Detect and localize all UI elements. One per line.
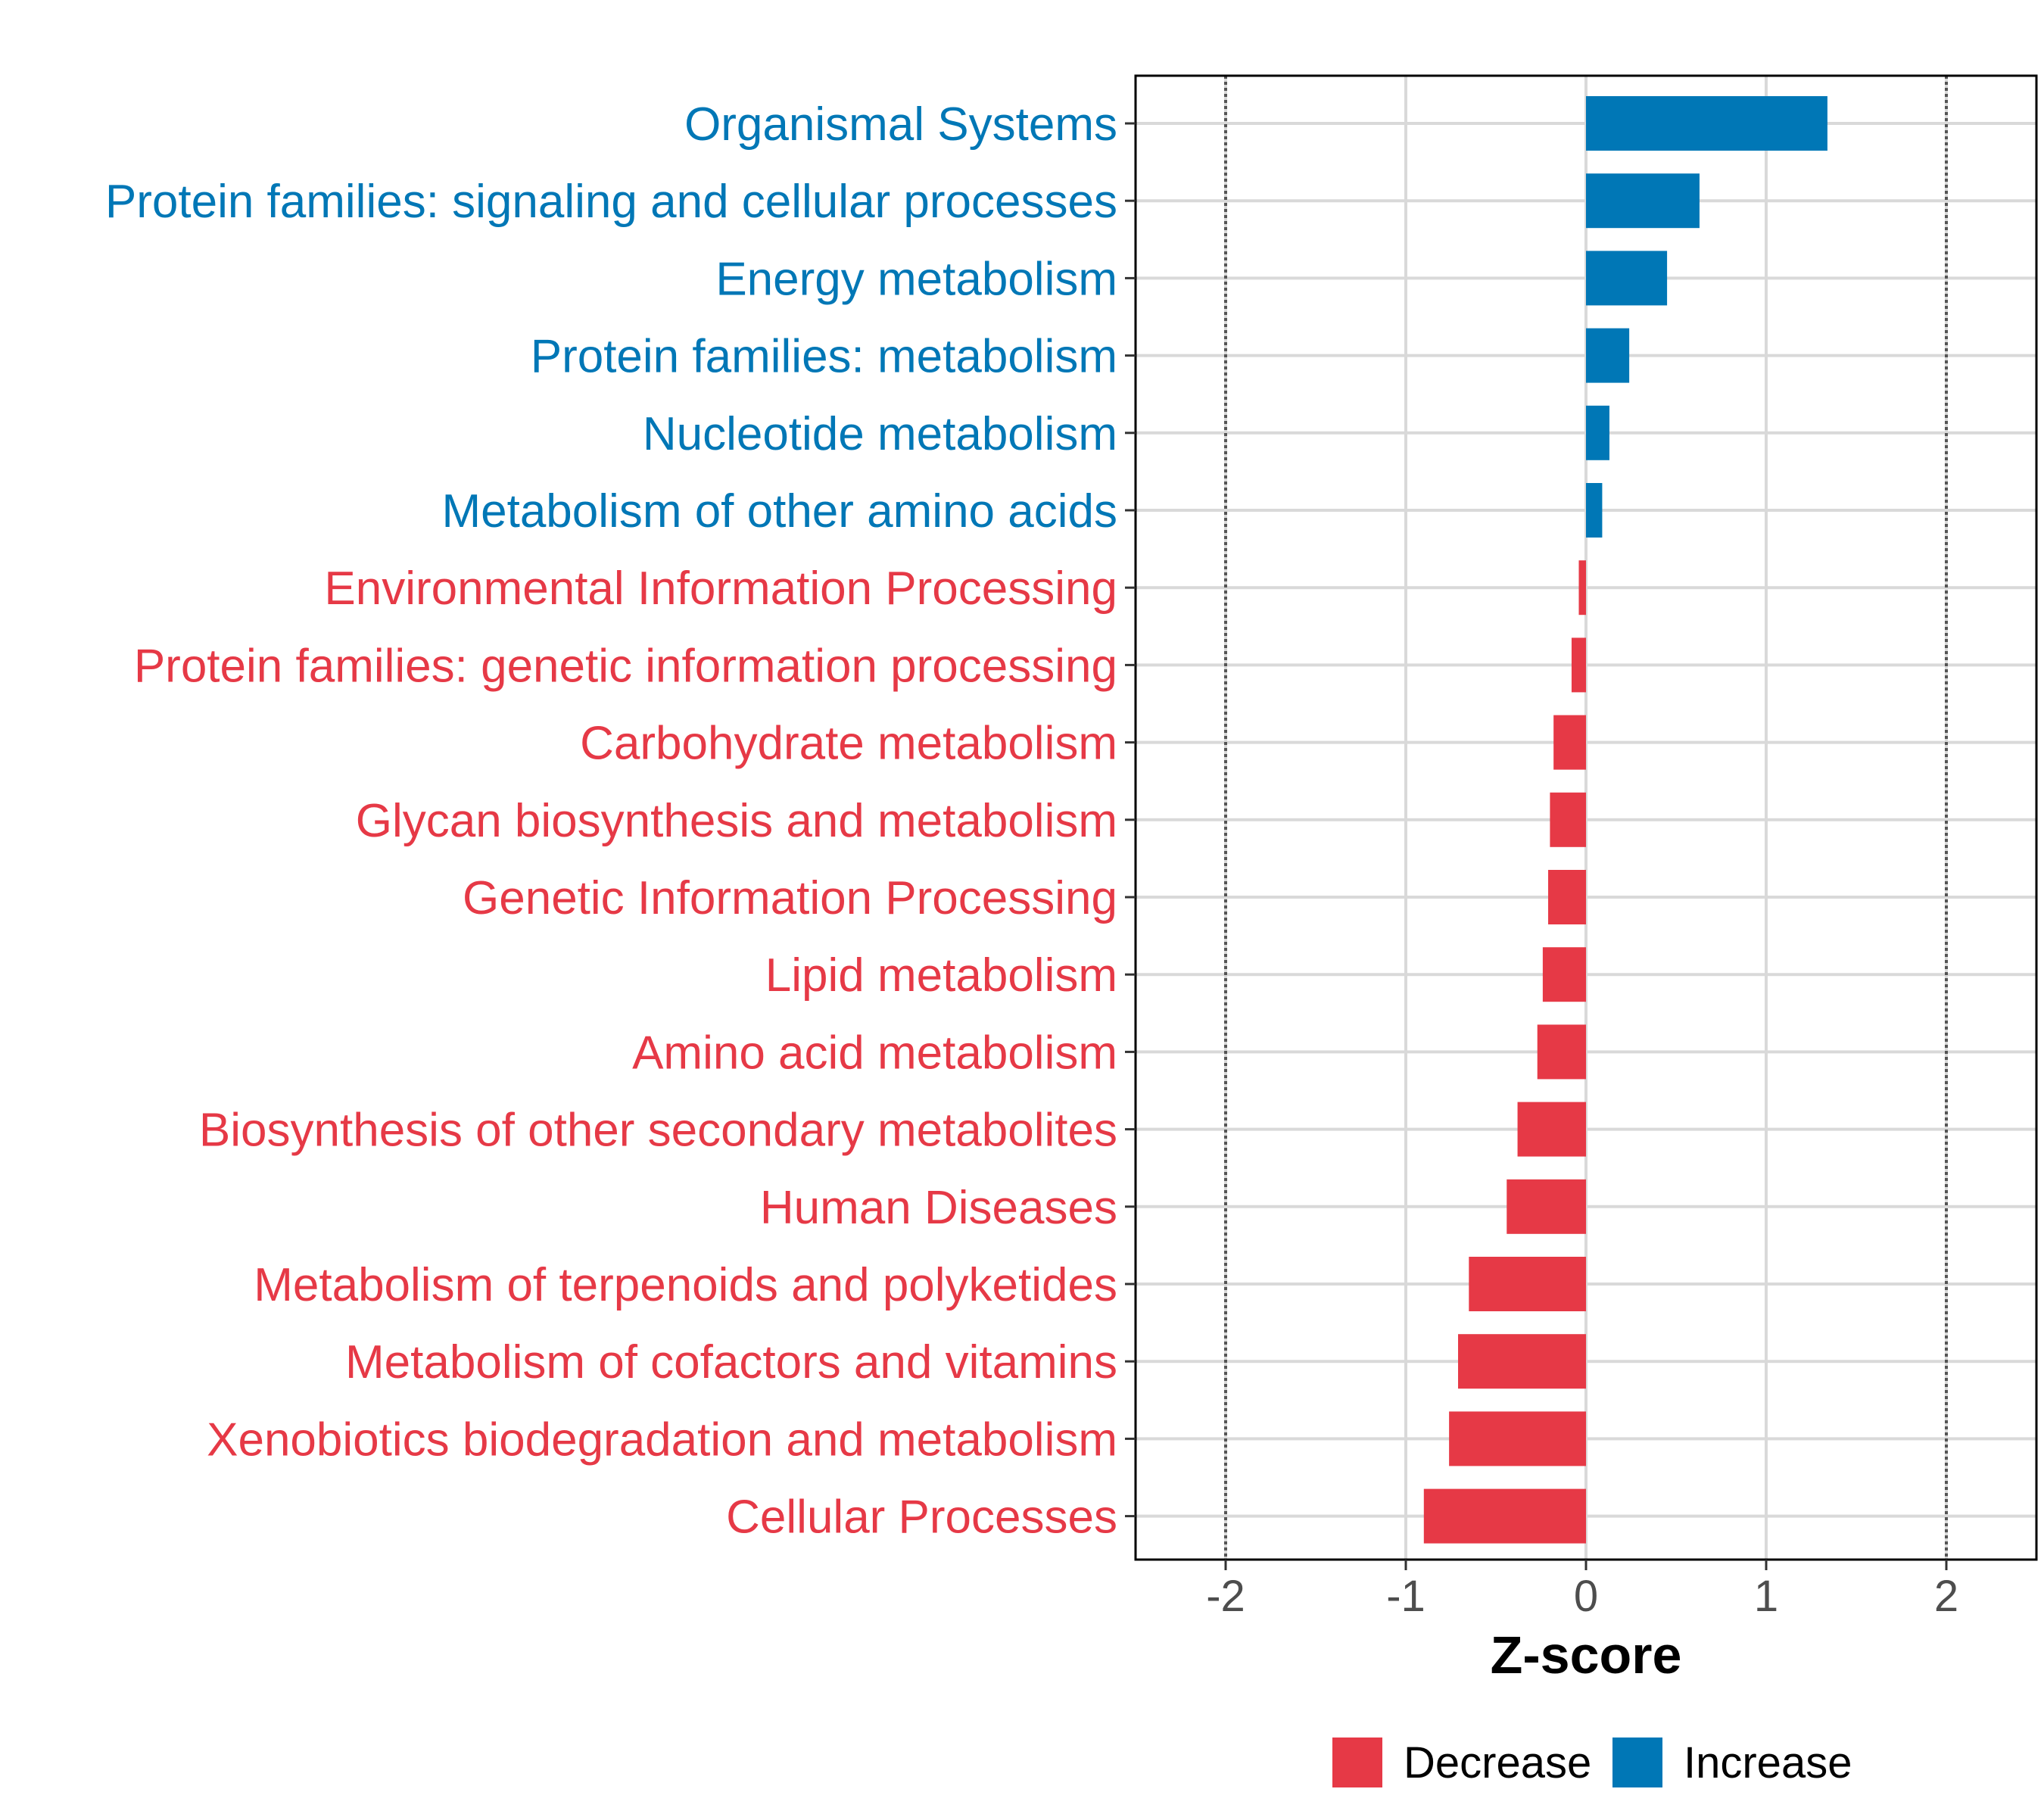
category-label: Glycan biosynthesis and metabolism: [356, 795, 1117, 847]
bar: [1586, 483, 1603, 538]
bar: [1469, 1257, 1586, 1311]
x-tick-label: 2: [1934, 1572, 1958, 1621]
x-axis: -2 -1 0 1 2: [1206, 1560, 1958, 1621]
category-label: Organismal Systems: [684, 98, 1117, 151]
bar: [1517, 1102, 1586, 1157]
legend-label-increase: Increase: [1684, 1738, 1852, 1787]
bar: [1586, 328, 1630, 383]
bar: [1578, 560, 1586, 616]
legend: Decrease Increase: [1332, 1738, 1852, 1787]
category-label: Nucleotide metabolism: [643, 408, 1117, 460]
bar: [1586, 173, 1700, 229]
category-label: Metabolism of other amino acids: [441, 485, 1117, 538]
bar: [1586, 96, 1827, 151]
bars: [1423, 96, 1827, 1544]
bar: [1537, 1024, 1586, 1080]
bar: [1423, 1488, 1586, 1544]
category-label: Energy metabolism: [715, 253, 1117, 305]
category-label: Protein families: genetic information pr…: [134, 640, 1117, 692]
category-label: Cellular Processes: [726, 1491, 1117, 1544]
bar: [1586, 405, 1609, 460]
category-label: Biosynthesis of other secondary metaboli…: [199, 1105, 1117, 1157]
category-label: Metabolism of cofactors and vitamins: [345, 1336, 1117, 1388]
category-label: Amino acid metabolism: [632, 1027, 1117, 1079]
category-label: Carbohydrate metabolism: [580, 718, 1117, 770]
category-label: Protein families: metabolism: [531, 331, 1117, 383]
bar: [1548, 870, 1586, 924]
category-label: Genetic Information Processing: [463, 872, 1117, 924]
category-label: Environmental Information Processing: [324, 563, 1117, 615]
legend-label-decrease: Decrease: [1404, 1738, 1591, 1787]
bar: [1458, 1334, 1586, 1389]
x-tick-label: 0: [1574, 1572, 1598, 1621]
bar: [1553, 715, 1586, 770]
x-axis-title: Z-score: [1491, 1625, 1682, 1685]
bar: [1449, 1411, 1586, 1466]
bar: [1507, 1179, 1586, 1234]
reference-lines: [1224, 76, 1948, 1560]
y-axis: Organismal Systems Protein families: sign…: [105, 98, 1136, 1544]
x-tick-label: 1: [1754, 1572, 1778, 1621]
category-label: Xenobiotics biodegradation and metabolis…: [207, 1413, 1117, 1466]
category-label: Metabolism of terpenoids and polyketides: [254, 1259, 1117, 1311]
x-tick-label: -2: [1206, 1572, 1245, 1621]
legend-swatch-increase: [1612, 1738, 1662, 1787]
legend-swatch-decrease: [1332, 1738, 1382, 1787]
bar: [1542, 947, 1586, 1002]
bar: [1586, 251, 1668, 306]
bar: [1550, 792, 1586, 847]
category-label: Human Diseases: [760, 1182, 1117, 1234]
category-label: Lipid metabolism: [765, 949, 1117, 1002]
category-label: Protein families: signaling and cellular…: [105, 176, 1117, 228]
bar: [1571, 637, 1586, 693]
x-tick-label: -1: [1386, 1572, 1426, 1621]
